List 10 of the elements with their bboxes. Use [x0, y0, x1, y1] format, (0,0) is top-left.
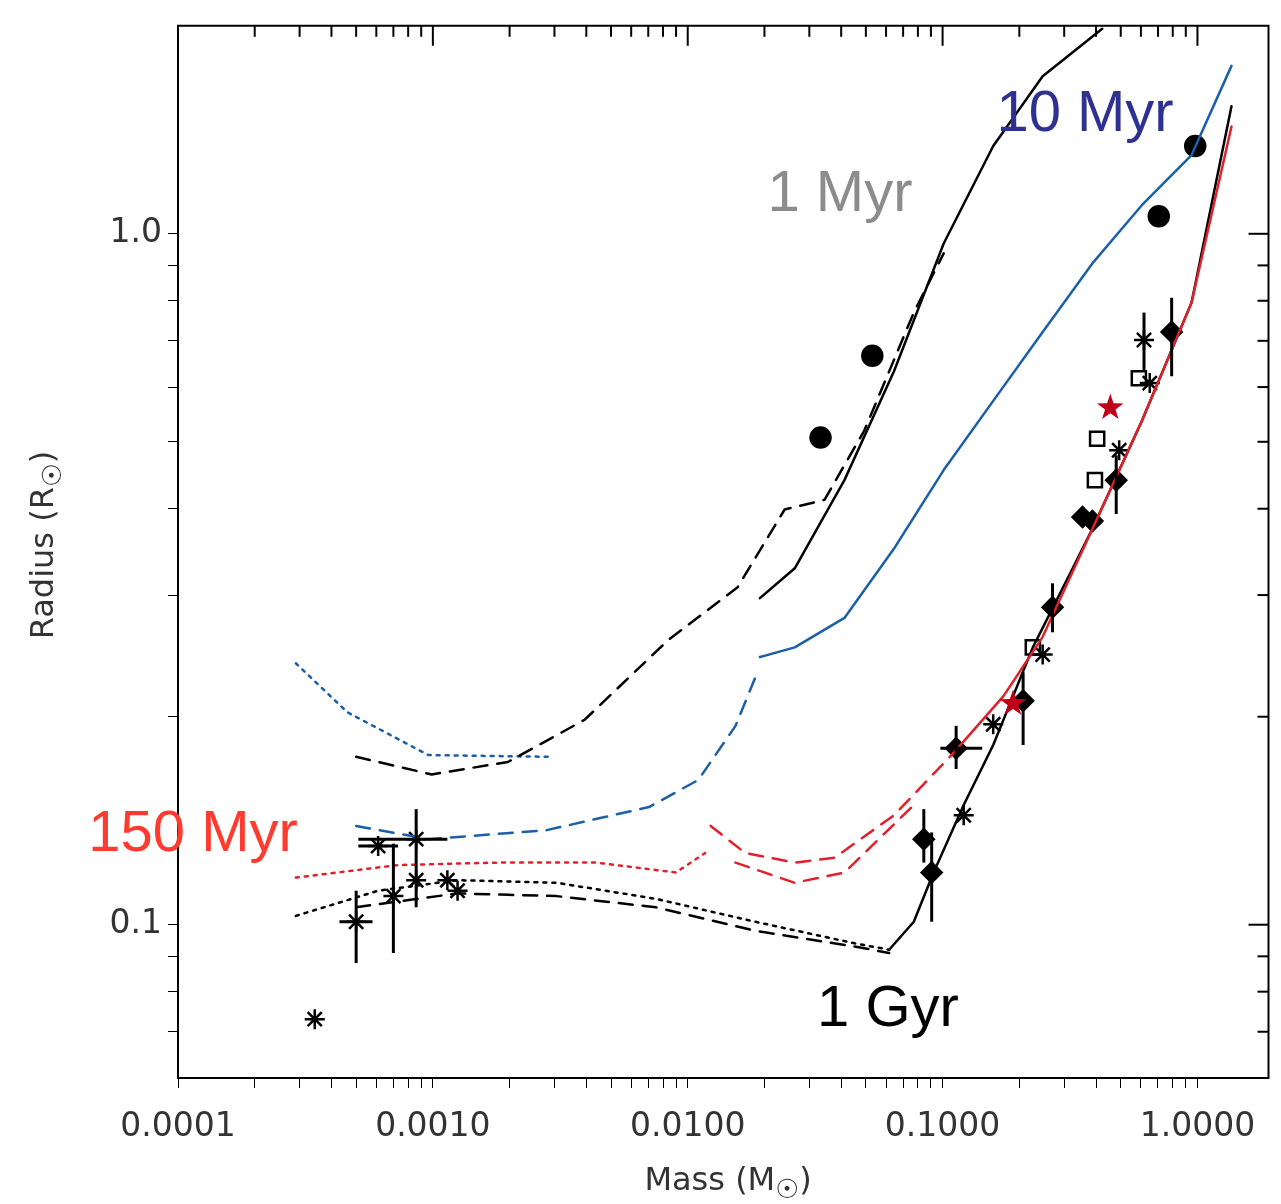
- x-tick-label: 0.0100: [629, 1105, 746, 1145]
- x-tick-label: 0.0001: [120, 1105, 236, 1145]
- annotation: 1 Myr: [767, 158, 913, 223]
- y-tick-label: 0.1: [109, 902, 162, 942]
- x-tick-label: 0.0010: [375, 1105, 491, 1145]
- x-tick-label: 0.1000: [884, 1105, 1001, 1145]
- x-tick-label: 1.0000: [1139, 1105, 1256, 1145]
- x-axis-title: Mass (M$_{☉}$): [644, 1160, 812, 1204]
- y-tick-label: 1.0: [109, 211, 162, 251]
- annotation: 1 Gyr: [817, 973, 959, 1038]
